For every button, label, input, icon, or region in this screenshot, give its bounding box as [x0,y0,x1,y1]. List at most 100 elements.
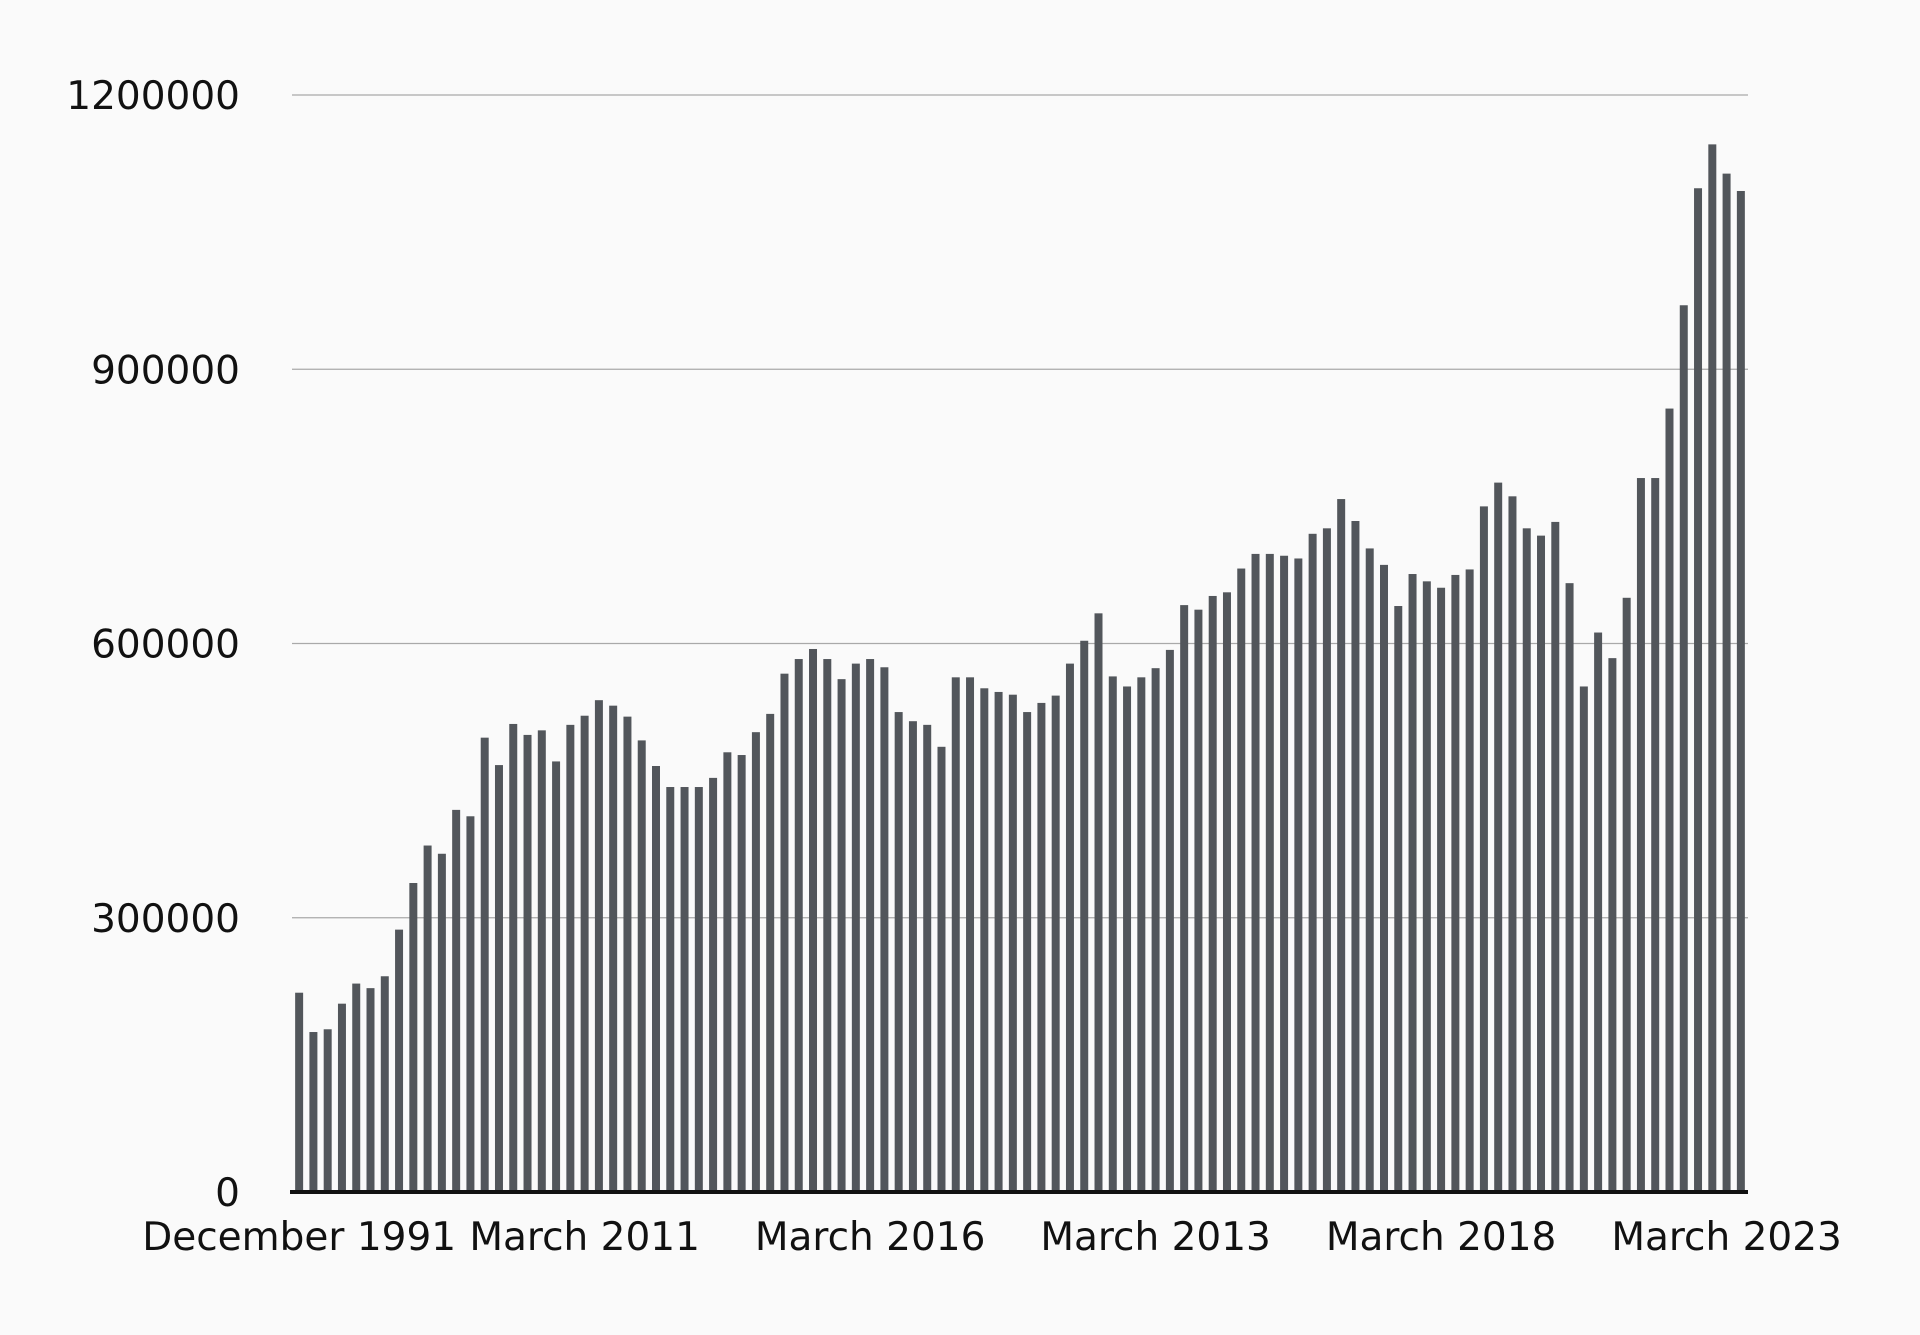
bar [366,988,375,1192]
bar [894,712,903,1192]
bar [309,1032,318,1192]
bar [709,777,718,1192]
y-axis-tick-labels: 0 300000 600000 900000 1200000 [66,74,240,1216]
bar [866,659,875,1192]
y-tick-label: 600000 [91,623,240,668]
bar [1451,574,1460,1192]
bar [837,679,846,1192]
bar [937,746,946,1192]
bar [1679,305,1688,1192]
bar [1237,568,1246,1192]
bar [851,663,860,1192]
x-tick-label: March 2016 [755,1215,986,1260]
bar [1208,595,1217,1192]
bar [566,724,575,1192]
bar [1708,144,1717,1192]
bar [737,755,746,1192]
bar [1408,574,1417,1192]
x-tick-label: March 2011 [469,1215,700,1260]
bar [323,1029,332,1192]
bar [1008,694,1017,1192]
bar [1551,521,1560,1192]
bar [823,659,832,1192]
bar [1080,640,1089,1192]
bar [1037,702,1046,1192]
bar [780,673,789,1192]
bar [1222,592,1231,1192]
x-axis-tick-labels: December 1991 March 2011 March 2016 March 2… [142,1215,1842,1260]
bar [1537,535,1546,1192]
x-tick-label: March 2018 [1326,1215,1557,1260]
bar [1165,649,1174,1192]
bar [1437,587,1446,1192]
bar [623,716,632,1192]
bar [666,787,675,1192]
bar [1736,190,1745,1193]
gridlines [292,94,1748,919]
bar [652,766,660,1192]
bar [409,883,418,1192]
bar [1651,478,1660,1192]
bar [680,787,689,1192]
bar [1636,478,1645,1192]
bar [951,677,960,1192]
bar [1508,496,1517,1192]
bar [509,723,518,1192]
bar [751,732,760,1192]
y-tick-label: 1200000 [66,74,240,119]
bar [1722,173,1731,1192]
bar [1479,506,1488,1193]
bar [923,724,932,1192]
bar [1380,564,1388,1192]
bar [1108,676,1117,1192]
bar [1251,553,1260,1192]
bar [1465,569,1474,1192]
bar [1322,528,1331,1192]
bar [723,752,732,1192]
bar [609,705,618,1192]
bar [980,688,989,1192]
bar [295,992,304,1192]
bar [537,730,546,1192]
bar [908,721,917,1192]
bar [480,737,489,1192]
bar [1094,613,1103,1192]
bar [552,761,561,1192]
bar [1351,521,1360,1192]
bar [1394,606,1403,1192]
bar [1280,555,1289,1192]
x-tick-label: March 2013 [1040,1215,1271,1260]
bar [380,976,389,1192]
bar [452,809,461,1192]
bar [352,983,361,1192]
bars [295,144,1745,1193]
bar [395,929,404,1192]
bar [809,648,818,1192]
bar [694,787,703,1192]
bar [1265,553,1274,1192]
bar [794,659,803,1192]
bar [1151,668,1160,1192]
bar [1522,528,1531,1192]
bar [1308,533,1317,1192]
bar [494,765,503,1192]
bar [1608,658,1617,1192]
bar [1622,597,1631,1192]
bar [766,713,775,1192]
bar [337,1003,346,1192]
bar [423,845,432,1192]
bar [994,691,1003,1192]
bar [1337,499,1346,1192]
bar [637,740,646,1192]
x-tick-label: March 2023 [1611,1215,1842,1260]
bar [1123,686,1132,1192]
bar [1422,581,1431,1192]
y-tick-label: 300000 [91,897,240,942]
bar [1065,663,1074,1192]
bar [1694,188,1703,1192]
bar [1137,677,1146,1192]
y-tick-label: 900000 [91,348,240,393]
bar [437,853,446,1192]
bar [1194,609,1203,1192]
